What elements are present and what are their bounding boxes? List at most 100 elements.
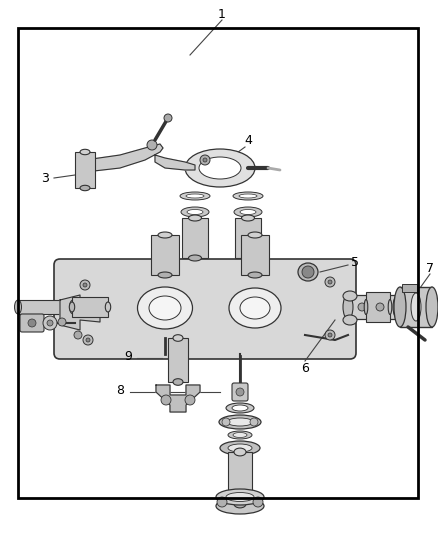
Text: 7: 7 <box>426 262 434 274</box>
Circle shape <box>83 335 93 345</box>
Ellipse shape <box>388 300 392 314</box>
Circle shape <box>325 277 335 287</box>
Circle shape <box>58 318 66 326</box>
Ellipse shape <box>173 335 183 341</box>
Bar <box>228 452 252 504</box>
Ellipse shape <box>426 287 438 327</box>
Ellipse shape <box>233 192 263 200</box>
Bar <box>18 300 73 314</box>
Ellipse shape <box>173 379 183 385</box>
Ellipse shape <box>222 418 230 426</box>
Bar <box>241 235 269 275</box>
Ellipse shape <box>14 300 21 314</box>
Bar <box>400 287 432 327</box>
Bar <box>151 235 179 275</box>
Bar <box>235 218 261 258</box>
Circle shape <box>236 388 244 396</box>
Ellipse shape <box>228 431 252 439</box>
FancyBboxPatch shape <box>232 383 248 401</box>
Circle shape <box>376 303 384 311</box>
Circle shape <box>80 280 90 290</box>
Ellipse shape <box>226 492 254 502</box>
Bar <box>75 152 95 188</box>
Bar <box>18 28 418 498</box>
Ellipse shape <box>232 405 248 411</box>
Circle shape <box>302 266 314 278</box>
Ellipse shape <box>228 444 252 452</box>
Polygon shape <box>156 385 200 412</box>
Ellipse shape <box>248 232 262 238</box>
Ellipse shape <box>80 149 90 155</box>
Ellipse shape <box>343 291 357 301</box>
Ellipse shape <box>241 255 254 261</box>
Circle shape <box>358 303 366 311</box>
Ellipse shape <box>250 418 258 426</box>
Ellipse shape <box>158 232 172 238</box>
Ellipse shape <box>394 287 406 327</box>
Ellipse shape <box>229 288 281 328</box>
Text: 8: 8 <box>116 384 124 397</box>
Circle shape <box>28 319 36 327</box>
Text: 6: 6 <box>301 361 309 375</box>
Ellipse shape <box>220 441 260 455</box>
Ellipse shape <box>219 415 261 429</box>
FancyBboxPatch shape <box>54 259 356 359</box>
Text: 9: 9 <box>124 350 132 362</box>
Polygon shape <box>155 155 195 170</box>
Circle shape <box>328 333 332 337</box>
Circle shape <box>161 395 171 405</box>
Bar <box>348 295 398 319</box>
Ellipse shape <box>248 272 262 278</box>
Ellipse shape <box>216 498 264 514</box>
Polygon shape <box>60 295 100 330</box>
Ellipse shape <box>234 207 262 217</box>
Ellipse shape <box>138 287 192 329</box>
Ellipse shape <box>226 403 254 413</box>
Ellipse shape <box>186 194 204 198</box>
Ellipse shape <box>216 489 264 505</box>
Ellipse shape <box>227 418 253 426</box>
Ellipse shape <box>69 302 75 312</box>
Circle shape <box>325 330 335 340</box>
Text: 1: 1 <box>218 9 226 21</box>
Ellipse shape <box>233 432 247 438</box>
Circle shape <box>200 155 210 165</box>
Bar <box>72 297 108 317</box>
Polygon shape <box>78 144 163 178</box>
Ellipse shape <box>158 272 172 278</box>
Ellipse shape <box>105 302 111 312</box>
Circle shape <box>43 316 57 330</box>
Circle shape <box>253 497 263 507</box>
Circle shape <box>83 283 87 287</box>
Ellipse shape <box>188 215 201 221</box>
Ellipse shape <box>188 255 201 261</box>
Circle shape <box>86 338 90 342</box>
Ellipse shape <box>234 500 246 508</box>
Circle shape <box>74 331 82 339</box>
Ellipse shape <box>70 300 77 314</box>
Circle shape <box>47 320 53 326</box>
Circle shape <box>185 395 195 405</box>
Ellipse shape <box>411 293 421 321</box>
Ellipse shape <box>199 157 241 179</box>
Ellipse shape <box>234 448 246 456</box>
Bar <box>366 292 390 322</box>
Ellipse shape <box>364 300 368 314</box>
Ellipse shape <box>240 209 256 214</box>
Bar <box>402 284 417 292</box>
Ellipse shape <box>187 209 203 214</box>
Text: 4: 4 <box>244 133 252 147</box>
Circle shape <box>328 280 332 284</box>
Ellipse shape <box>343 295 353 319</box>
Circle shape <box>164 114 172 122</box>
Ellipse shape <box>241 215 254 221</box>
Ellipse shape <box>181 207 209 217</box>
Ellipse shape <box>239 194 257 198</box>
Ellipse shape <box>343 315 357 325</box>
Text: 5: 5 <box>351 255 359 269</box>
Text: 3: 3 <box>41 172 49 184</box>
FancyBboxPatch shape <box>20 314 44 332</box>
Ellipse shape <box>393 295 403 319</box>
Bar <box>182 218 208 258</box>
Ellipse shape <box>180 192 210 200</box>
